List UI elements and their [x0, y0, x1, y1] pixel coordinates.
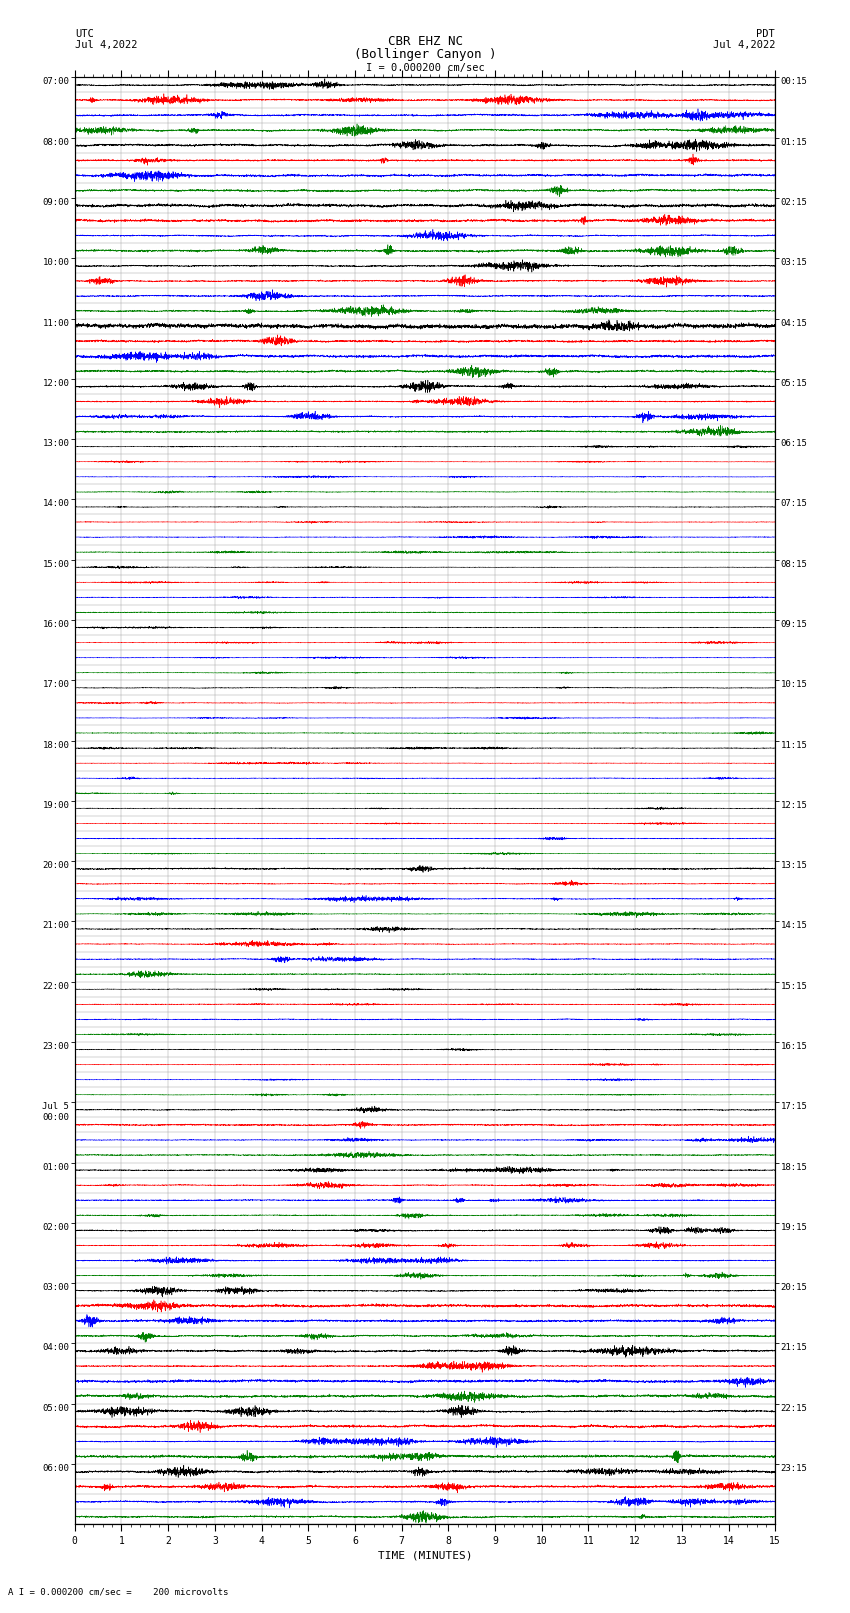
Text: CBR EHZ NC: CBR EHZ NC [388, 35, 462, 48]
Text: I = 0.000200 cm/sec: I = 0.000200 cm/sec [366, 63, 484, 73]
X-axis label: TIME (MINUTES): TIME (MINUTES) [377, 1550, 473, 1560]
Text: Jul 4,2022: Jul 4,2022 [75, 40, 138, 50]
Text: Jul 4,2022: Jul 4,2022 [712, 40, 775, 50]
Text: PDT: PDT [756, 29, 775, 39]
Text: (Bollinger Canyon ): (Bollinger Canyon ) [354, 48, 496, 61]
Text: UTC: UTC [75, 29, 94, 39]
Text: A I = 0.000200 cm/sec =    200 microvolts: A I = 0.000200 cm/sec = 200 microvolts [8, 1587, 229, 1597]
